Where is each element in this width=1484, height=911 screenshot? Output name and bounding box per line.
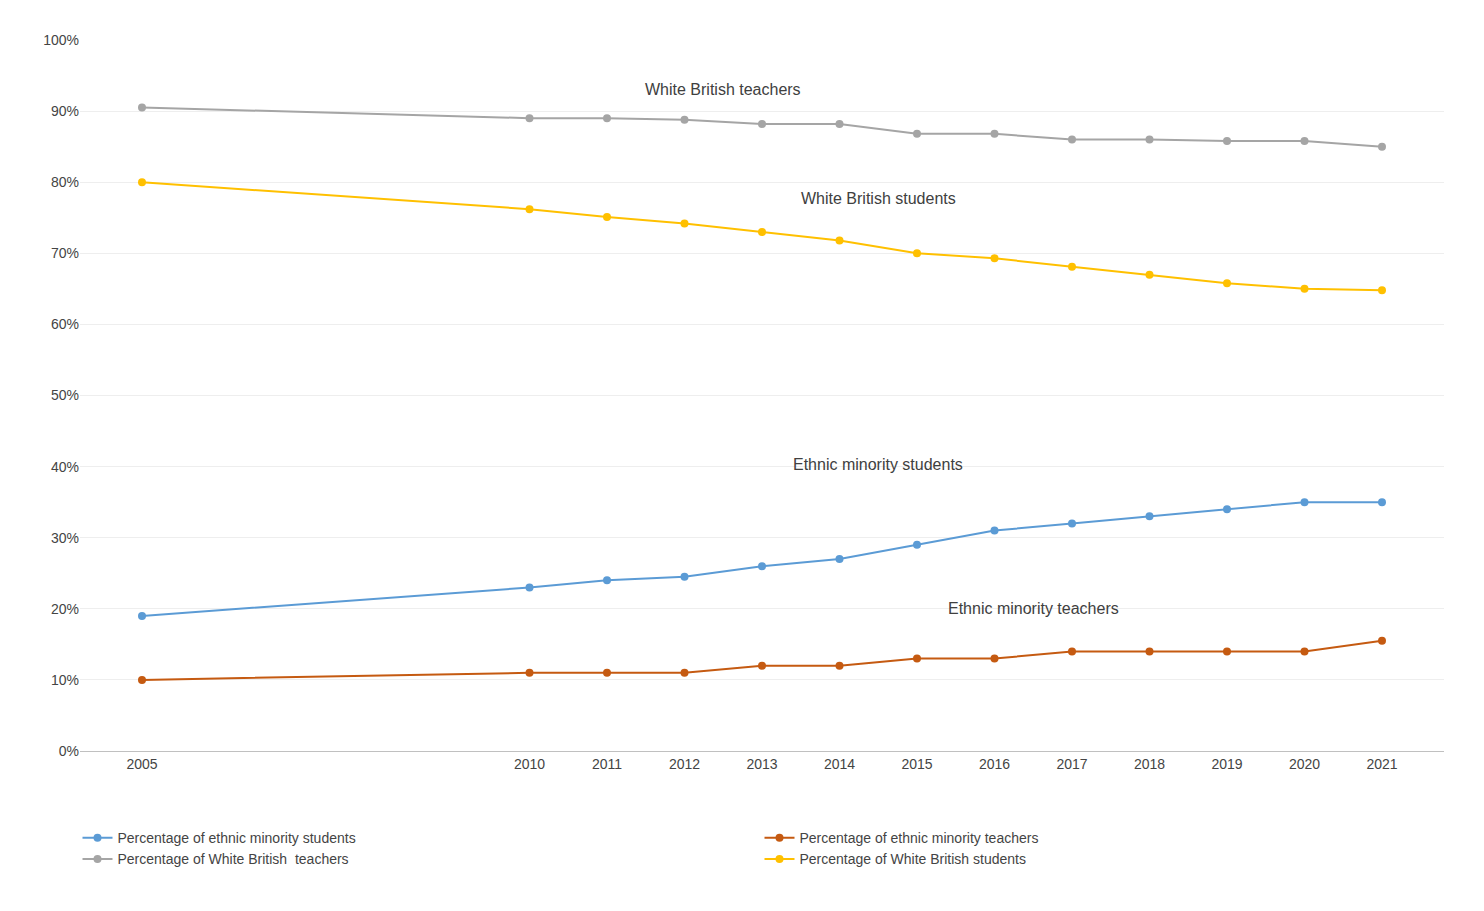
svg-text:0%: 0% (59, 743, 79, 759)
svg-text:60%: 60% (51, 316, 79, 332)
svg-text:2017: 2017 (1056, 756, 1087, 772)
svg-text:2019: 2019 (1211, 756, 1242, 772)
svg-text:20%: 20% (51, 601, 79, 617)
svg-text:2010: 2010 (514, 756, 545, 772)
svg-text:2005: 2005 (126, 756, 157, 772)
svg-text:2011: 2011 (592, 756, 622, 772)
svg-text:Percentage of White British t: Percentage of White British teachers (118, 851, 349, 867)
svg-text:2015: 2015 (901, 756, 932, 772)
svg-text:90%: 90% (51, 103, 79, 119)
svg-text:Ethnic minority students: Ethnic minority students (793, 456, 963, 473)
svg-text:80%: 80% (51, 174, 79, 190)
svg-text:100%: 100% (43, 32, 79, 48)
svg-text:White British teachers: White British teachers (645, 81, 801, 98)
svg-text:50%: 50% (51, 387, 79, 403)
svg-text:Percentage of White British st: Percentage of White British students (800, 851, 1026, 867)
svg-text:70%: 70% (51, 245, 79, 261)
svg-text:Percentage of ethnic minority: Percentage of ethnic minority students (118, 830, 356, 846)
svg-text:2012: 2012 (669, 756, 700, 772)
svg-text:30%: 30% (51, 530, 79, 546)
svg-text:White British students: White British students (801, 190, 956, 207)
svg-text:Ethnic minority teachers: Ethnic minority teachers (948, 600, 1119, 617)
svg-text:2018: 2018 (1134, 756, 1165, 772)
svg-text:2016: 2016 (979, 756, 1010, 772)
svg-text:2021: 2021 (1366, 756, 1397, 772)
svg-text:2020: 2020 (1289, 756, 1320, 772)
svg-text:10%: 10% (51, 672, 79, 688)
svg-text:2013: 2013 (746, 756, 777, 772)
svg-text:40%: 40% (51, 459, 79, 475)
svg-text:2014: 2014 (824, 756, 855, 772)
svg-text:Percentage of ethnic minority: Percentage of ethnic minority teachers (800, 830, 1039, 846)
